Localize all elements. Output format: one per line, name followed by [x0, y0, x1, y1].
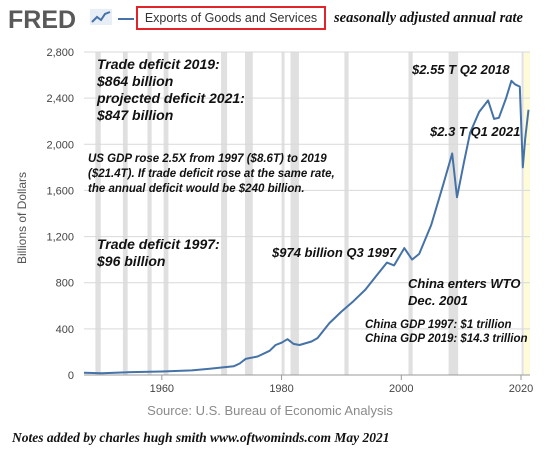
- recession-band: [95, 52, 101, 375]
- annotation-gdp: US GDP rose 2.5X from 1997 ($8.6T) to 20…: [88, 152, 335, 197]
- recession-band: [281, 52, 285, 375]
- fred-logo[interactable]: FRED: [8, 6, 77, 34]
- annotation-line: Trade deficit 2019:: [97, 56, 220, 72]
- recession-band: [448, 52, 459, 375]
- recession-band: [344, 52, 349, 375]
- recession-band: [521, 52, 524, 375]
- annotation-line: US GDP rose 2.5X from 1997 ($8.6T) to 20…: [88, 153, 327, 165]
- annotation-line: projected deficit 2021:: [97, 90, 245, 106]
- annotation-peak-2018: $2.55 T Q2 2018: [412, 62, 510, 77]
- recession-band: [221, 52, 228, 375]
- annotation-line: $96 billion: [97, 253, 166, 269]
- annotation-line: China enters WTO: [408, 276, 521, 291]
- series-title-box[interactable]: Exports of Goods and Services: [136, 6, 326, 30]
- y-tick-label: 2,800: [46, 47, 74, 59]
- annotation-line: China GDP 1997: $1 trillion: [365, 319, 512, 331]
- annotation-deficit-1997: Trade deficit 1997: $96 billion: [97, 236, 220, 270]
- recession-band: [147, 52, 152, 375]
- y-tick-label: 800: [56, 278, 74, 290]
- highlight-band: [524, 52, 530, 375]
- annotation-line: Trade deficit 1997:: [97, 236, 220, 252]
- x-tick-label: 2000: [389, 383, 413, 395]
- recession-band: [245, 52, 253, 375]
- y-axis-label: Billions of Dollars: [15, 172, 29, 264]
- y-tick-label: 1,600: [46, 185, 74, 197]
- chart-area: 0 400 800 1,200 1,600 2,000 2,400 2,800 1960 1980…: [15, 47, 533, 418]
- annotation-q1-2021: $2.3 T Q1 2021: [430, 124, 521, 139]
- annotation-q3-1997: $974 billion Q3 1997: [272, 245, 397, 260]
- x-tick-label: 1980: [269, 383, 293, 395]
- header-note: seasonally adjusted annual rate: [334, 10, 523, 26]
- legend-swatch: [118, 18, 134, 20]
- y-tick-label: 1,200: [46, 232, 74, 244]
- annotation-line: China GDP 2019: $14.3 trillion: [365, 333, 528, 345]
- y-tick-label: 400: [56, 324, 74, 336]
- recession-band: [163, 52, 169, 375]
- annotation-deficit-2019: Trade deficit 2019: $864 billion project…: [97, 56, 245, 124]
- y-tick-label: 0: [68, 370, 74, 382]
- recession-band: [290, 52, 299, 375]
- annotation-wto: China enters WTO Dec. 2001: [408, 275, 520, 309]
- x-tick-label: 1960: [150, 383, 174, 395]
- footer-note: Notes added by charles hugh smith www.of…: [12, 430, 390, 445]
- series-line: [83, 79, 530, 375]
- header: FRED Exports of Goods and Services seaso…: [0, 0, 550, 40]
- annotation-china-gdp: China GDP 1997: $1 trillion China GDP 20…: [365, 318, 528, 346]
- annotation-line: ($21.4T). If trade deficit rose at the s…: [88, 168, 335, 180]
- line-chart-icon: [90, 9, 112, 25]
- recession-band: [408, 52, 413, 375]
- recession-band: [122, 52, 128, 375]
- annotation-line: the annual deficit would be $240 billion…: [88, 183, 305, 195]
- annotation-line: $847 billion: [97, 107, 174, 123]
- y-tick-label: 2,000: [46, 139, 74, 151]
- annotation-line: $864 billion: [97, 73, 174, 89]
- x-tick-label: 2020: [509, 383, 533, 395]
- y-tick-label: 2,400: [46, 93, 74, 105]
- series-title: Exports of Goods and Services: [144, 11, 318, 25]
- annotation-line: Dec. 2001: [408, 293, 468, 308]
- source-label: Source: U.S. Bureau of Economic Analysis: [147, 403, 393, 418]
